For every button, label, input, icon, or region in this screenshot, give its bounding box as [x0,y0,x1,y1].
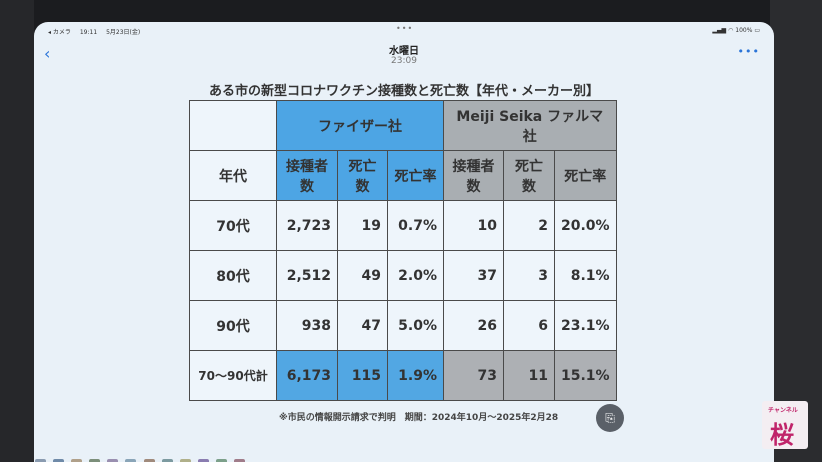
column-header-meiji-vaccinated: 接種者数 [443,150,504,201]
vaccine-data-table: ファイザー社 Meiji Seika ファルマ社 年代 接種者数 死亡数 死亡率… [189,100,617,401]
cell-pfizer-vaccinated: 2,512 [276,250,338,301]
source-note: ※市民の情報開示請求で判明 期間：2024年10月～2025年2月28 [279,413,559,423]
column-header-pfizer-rate: 死亡率 [387,150,444,201]
page-subtitle-time: 23:09 [391,56,417,66]
cell-meiji-deaths-total: 11 [503,350,555,401]
status-date: 5月23日(金) [106,29,141,36]
table-row-maker-header: ファイザー社 Meiji Seika ファルマ社 [189,100,617,151]
cell-pfizer-deaths: 49 [337,250,388,301]
cell-pfizer-rate: 0.7% [387,200,444,251]
cell-meiji-vaccinated: 26 [443,300,504,351]
dock-app-icon[interactable] [197,459,209,462]
dock-app-icon[interactable] [53,459,65,462]
document-title: ある市の新型コロナワクチン接種数と死亡数【年代・メーカー別】 [208,84,599,99]
column-header-meiji-rate: 死亡率 [554,150,617,201]
tablet-screen: ◂ カメラ 19:11 5月23日(金) ••• ▂▄▆ ◠ 100% ▭ ‹ … [34,22,774,462]
back-button[interactable]: ‹ [44,44,51,63]
dock-app-icon[interactable] [215,459,227,462]
copy-text-button[interactable]: ⎘ [596,404,624,432]
cell-meiji-rate: 8.1% [554,250,617,301]
battery-icon: ▭ [754,27,760,34]
cell-meiji-rate: 20.0% [554,200,617,251]
cell-pfizer-deaths: 19 [337,200,388,251]
table-row: 80代 2,512 49 2.0% 37 3 8.1% [189,250,617,301]
dock-app-icon[interactable] [161,459,173,462]
cell-pfizer-vaccinated: 938 [276,300,338,351]
battery-percent: 100% [735,27,753,34]
cell-meiji-vaccinated: 37 [443,250,504,301]
cell-meiji-deaths: 6 [503,300,555,351]
column-header-pfizer-deaths: 死亡数 [337,150,388,201]
app-dock-strip [34,452,774,462]
channel-sakura-logo: チャンネル 桜 [762,401,808,449]
dock-app-icon[interactable] [89,459,101,462]
dock-app-icon[interactable] [35,459,46,462]
dock-app-icon[interactable] [107,459,119,462]
table-row-column-headers: 年代 接種者数 死亡数 死亡率 接種者数 死亡数 死亡率 [189,150,617,201]
navigation-bar: ‹ 水曜日 23:09 ••• [34,36,774,76]
column-header-pfizer-vaccinated: 接種者数 [276,150,338,201]
cell-pfizer-rate: 5.0% [387,300,444,351]
device-bezel-right [770,0,822,462]
cell-meiji-vaccinated: 10 [443,200,504,251]
row-label: 90代 [189,300,277,351]
wifi-icon: ▂▄▆ ◠ [712,27,734,34]
dock-app-icon[interactable] [125,459,137,462]
cell-pfizer-deaths: 47 [337,300,388,351]
dock-app-icon[interactable] [234,459,246,462]
column-header-age: 年代 [189,150,277,201]
dock-app-icon[interactable] [179,459,191,462]
row-label-total: 70～90代計 [189,350,277,401]
row-label: 80代 [189,250,277,301]
cell-meiji-rate: 23.1% [554,300,617,351]
more-options-button[interactable]: ••• [737,45,760,58]
cell-meiji-rate-total: 15.1% [554,350,617,401]
cell-meiji-deaths: 3 [503,250,555,301]
cell-pfizer-rate: 2.0% [387,250,444,301]
status-time: 19:11 [79,29,98,36]
table-row: 90代 938 47 5.0% 26 6 23.1% [189,300,617,351]
pfizer-header: ファイザー社 [276,100,444,151]
back-to-camera-link[interactable]: ◂ カメラ [48,29,71,36]
cell-meiji-deaths: 2 [503,200,555,251]
cell-meiji-vaccinated-total: 73 [443,350,504,401]
cell-pfizer-deaths-total: 115 [337,350,388,401]
device-bezel-left [0,0,34,462]
dock-app-icon[interactable] [71,459,83,462]
cell-pfizer-vaccinated: 2,723 [276,200,338,251]
cell-pfizer-rate-total: 1.9% [387,350,444,401]
status-bar: ◂ カメラ 19:11 5月23日(金) ••• ▂▄▆ ◠ 100% ▭ [34,22,774,38]
dock-app-icon[interactable] [143,459,155,462]
multitask-dots[interactable]: ••• [396,24,414,33]
cell-pfizer-vaccinated-total: 6,173 [276,350,338,401]
page-title: 水曜日 [389,46,419,57]
table-corner-cell [189,100,277,151]
row-label: 70代 [189,200,277,251]
column-header-meiji-deaths: 死亡数 [503,150,555,201]
meiji-header: Meiji Seika ファルマ社 [443,100,617,151]
table-row: 70代 2,723 19 0.7% 10 2 20.0% [189,200,617,251]
table-row-total: 70～90代計 6,173 115 1.9% 73 11 15.1% [189,350,617,401]
